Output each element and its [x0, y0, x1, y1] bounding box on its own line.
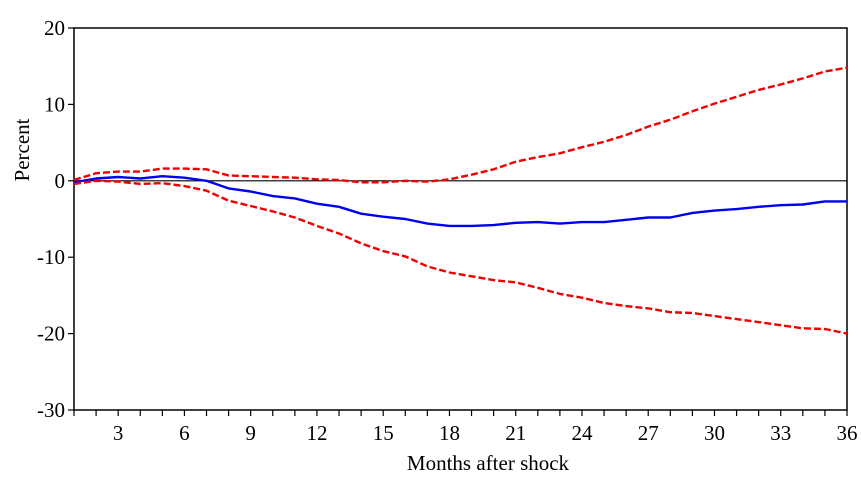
x-axis-label: Months after shock — [407, 451, 570, 475]
y-axis-label: Percent — [10, 118, 34, 181]
x-tick-label: 15 — [373, 421, 394, 445]
x-tick-label: 12 — [306, 421, 327, 445]
x-tick-label: 27 — [638, 421, 659, 445]
x-tick-label: 18 — [439, 421, 460, 445]
y-tick-label: 10 — [44, 92, 65, 116]
x-tick-label: 36 — [837, 421, 858, 445]
series-line-upper-band — [73, 66, 848, 184]
x-axis: 3 6 9 12 15 18 21 24 27 30 33 36 — [73, 410, 858, 445]
y-tick-label: -30 — [37, 398, 65, 422]
series-layer — [73, 66, 848, 335]
y-axis: 20 10 0 -10 -20 -30 — [37, 16, 74, 422]
x-tick-label: 21 — [505, 421, 526, 445]
x-tick-label: 6 — [179, 421, 190, 445]
y-tick-label: 0 — [55, 169, 66, 193]
series-line-lower-band — [73, 179, 848, 335]
x-tick-label: 30 — [704, 421, 725, 445]
y-tick-label: 20 — [44, 16, 65, 40]
y-tick-label: -10 — [37, 245, 65, 269]
series-line-response — [73, 174, 847, 228]
x-tick-label: 33 — [770, 421, 791, 445]
x-tick-label: 3 — [113, 421, 124, 445]
x-tick-label: 24 — [571, 421, 593, 445]
x-tick-label: 9 — [245, 421, 256, 445]
plot-frame — [73, 27, 848, 411]
y-tick-label: -20 — [37, 322, 65, 346]
